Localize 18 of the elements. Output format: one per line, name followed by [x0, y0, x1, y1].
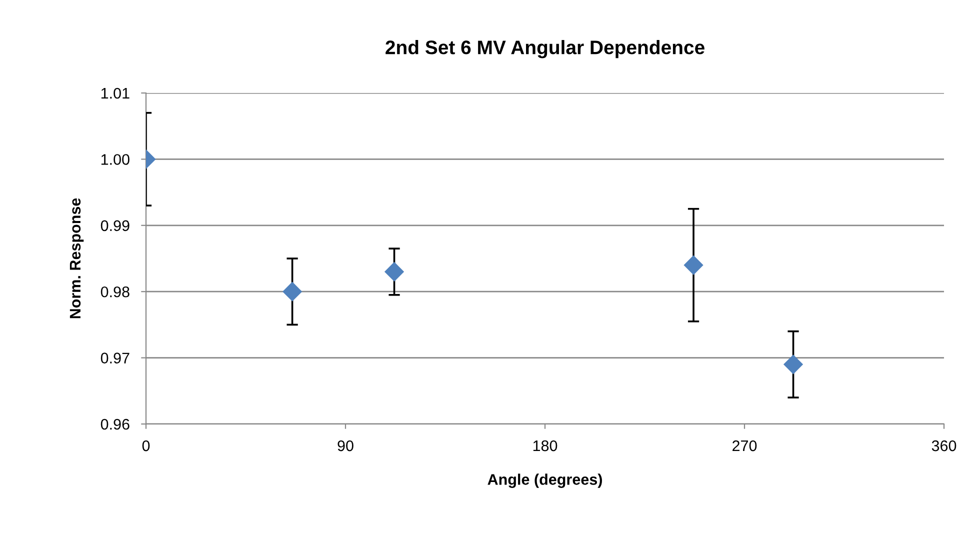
- y-axis-title: Norm. Response: [70, 198, 84, 318]
- x-tick-label: 270: [732, 440, 757, 452]
- point: [282, 282, 302, 302]
- y-tick-label: 0.99: [100, 220, 130, 232]
- point: [784, 354, 803, 374]
- point: [684, 256, 704, 275]
- point: [384, 262, 404, 282]
- x-tick-label: 90: [338, 440, 354, 452]
- y-tick-label: 0.96: [100, 418, 130, 430]
- x-axis-title: Angle (degrees): [488, 474, 602, 488]
- x-tick-label: 180: [533, 440, 558, 452]
- y-tick-label: 1.00: [101, 154, 130, 165]
- x-tick-label: 360: [932, 440, 956, 452]
- y-tick-label: 1.01: [101, 88, 130, 99]
- x-tick-label: 0: [142, 440, 150, 452]
- y-tick-label: 0.98: [100, 286, 130, 298]
- chart-title: 2nd Set 6 MV Angular Dependence: [386, 40, 704, 58]
- y-tick-label: 0.97: [100, 352, 130, 364]
